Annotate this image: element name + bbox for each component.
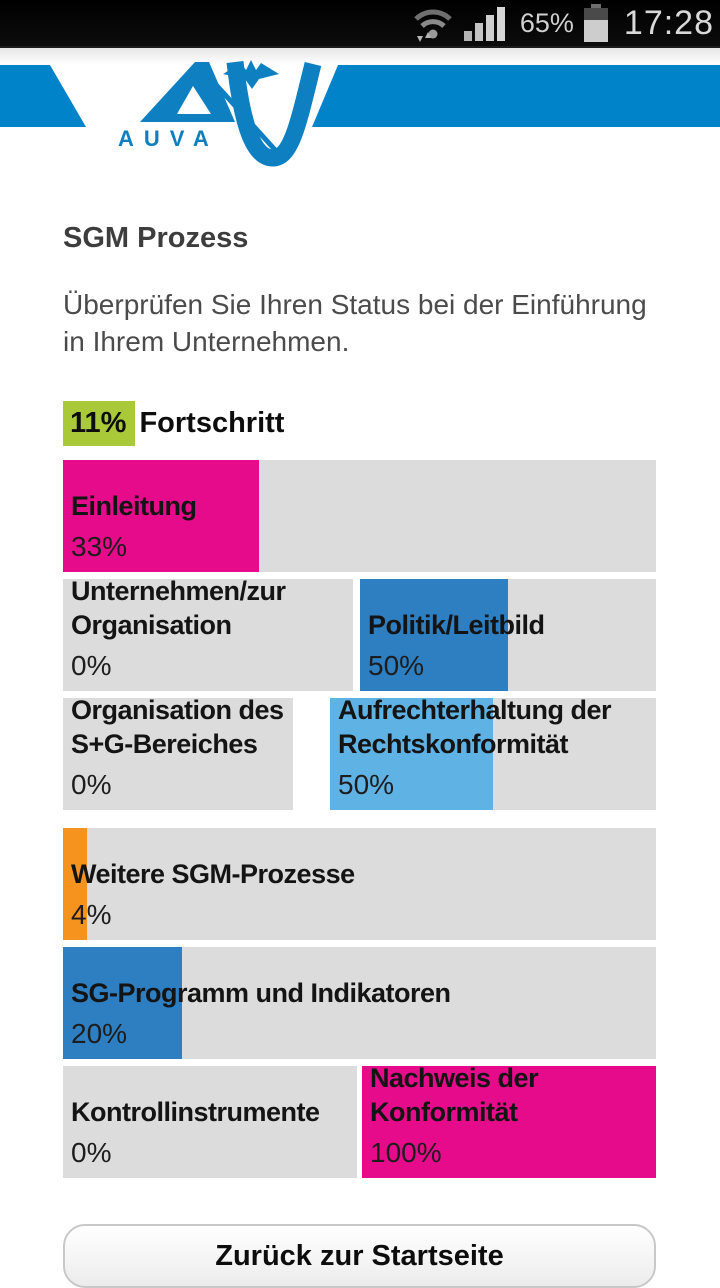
- header-top-strip: [0, 48, 720, 65]
- page-title: SGM Prozess: [63, 222, 249, 254]
- tile-politik-leitbild[interactable]: Politik/Leitbild 50%: [360, 579, 656, 691]
- progress-chip: 11%: [63, 401, 136, 446]
- tile-einleitung[interactable]: Einleitung 33%: [63, 460, 656, 572]
- footer: Zurück zur Startseite: [0, 1224, 720, 1288]
- tile-percent: 50%: [368, 650, 425, 681]
- battery-icon: [583, 4, 608, 42]
- tile-row: SG-Programm und Indikatoren 20%: [63, 947, 656, 1059]
- eagle-icon: [223, 60, 279, 89]
- auva-wordmark: AUVA: [118, 126, 219, 151]
- progress-label: Fortschritt: [139, 407, 285, 439]
- tile-label: Politik/Leitbild: [368, 610, 545, 640]
- tile-weitere-sgm-prozesse[interactable]: Weitere SGM-Prozesse 4%: [63, 828, 656, 940]
- tile-nachweis-der-konformität[interactable]: Nachweis der Konformität 100%: [362, 1066, 656, 1178]
- overall-progress: 11% Fortschritt: [63, 401, 656, 446]
- tile-unternehmen-zur-organisation[interactable]: Unternehmen/zur Organisation 0%: [63, 579, 353, 691]
- tile-label: Kontrollinstrumente: [71, 1097, 320, 1127]
- wifi-data-icon: [414, 9, 452, 42]
- tile-organisation-des-s+g-bereiches[interactable]: Organisation des S+G-Bereiches 0%: [63, 698, 293, 810]
- battery-percent: 65%: [519, 7, 574, 38]
- tile-row: Unternehmen/zur Organisation 0% Politik/Le…: [63, 579, 656, 691]
- tile-label: SG-Programm und Indikatoren: [71, 978, 451, 1008]
- tile-percent: 50%: [338, 769, 395, 800]
- tile-row: Organisation des S+G-Bereiches 0% Aufrecht…: [63, 698, 656, 810]
- tile-fill-bar: [362, 1066, 656, 1178]
- tile-percent: 33%: [71, 531, 128, 562]
- tile-fill-bar: [360, 579, 508, 691]
- tile-label: Organisation des S+G-Bereiches: [71, 698, 284, 759]
- tile-row: Einleitung 33%: [63, 460, 656, 572]
- tile-percent: 0%: [71, 650, 112, 681]
- back-to-start-button[interactable]: Zurück zur Startseite: [63, 1224, 656, 1288]
- status-bar: 65% 17:28: [0, 0, 720, 48]
- tile-sg-programm-und-indikatoren[interactable]: SG-Programm und Indikatoren 20%: [63, 947, 656, 1059]
- tile-label: Unternehmen/zur Organisation: [71, 579, 286, 640]
- header-blue-band: [0, 65, 720, 127]
- tile-fill-bar: [63, 947, 182, 1059]
- tile-kontrollinstrumente[interactable]: Kontrollinstrumente 0%: [63, 1066, 357, 1178]
- tile-row: Weitere SGM-Prozesse 4%: [63, 828, 656, 940]
- tile-label: Aufrechterhaltung der Rechtskonformität: [338, 698, 612, 759]
- tile-percent: 0%: [71, 1137, 112, 1168]
- tile-label: Weitere SGM-Prozesse: [71, 859, 355, 889]
- subtitle-line-1: Überprüfen Sie Ihren Status bei der Einf…: [63, 289, 647, 320]
- signal-strength-icon: [463, 7, 505, 41]
- tile-label: Nachweis der Konformität: [370, 1066, 539, 1127]
- tile-row: Kontrollinstrumente 0% Nachweis der Konfor…: [63, 1066, 656, 1178]
- clock: 17:28: [623, 3, 714, 42]
- page-subtitle: Überprüfen Sie Ihren Status bei der Einf…: [63, 286, 656, 360]
- progress-grid: Einleitung 33% Unternehmen/zur Organisatio…: [63, 460, 656, 1178]
- app-header: AUVA: [0, 48, 720, 167]
- tile-fill-bar: [63, 828, 87, 940]
- logo-v-swoosh: [226, 61, 322, 167]
- tile-percent: 100%: [370, 1137, 442, 1168]
- auva-logo: [140, 60, 322, 167]
- subtitle-line-2: in Ihrem Unternehmen.: [63, 326, 350, 357]
- tile-fill-bar: [63, 460, 259, 572]
- tile-aufrechterhaltung-der-rechtskonformität[interactable]: Aufrechterhaltung der Rechtskonformität 5…: [330, 698, 656, 810]
- tile-percent: 4%: [71, 899, 112, 930]
- tile-fill-bar: [330, 698, 493, 810]
- tile-percent: 0%: [71, 769, 112, 800]
- tile-percent: 20%: [71, 1018, 128, 1049]
- main-content: SGM Prozess Überprüfen Sie Ihren Status …: [0, 222, 720, 1178]
- tile-label: Einleitung: [71, 491, 197, 521]
